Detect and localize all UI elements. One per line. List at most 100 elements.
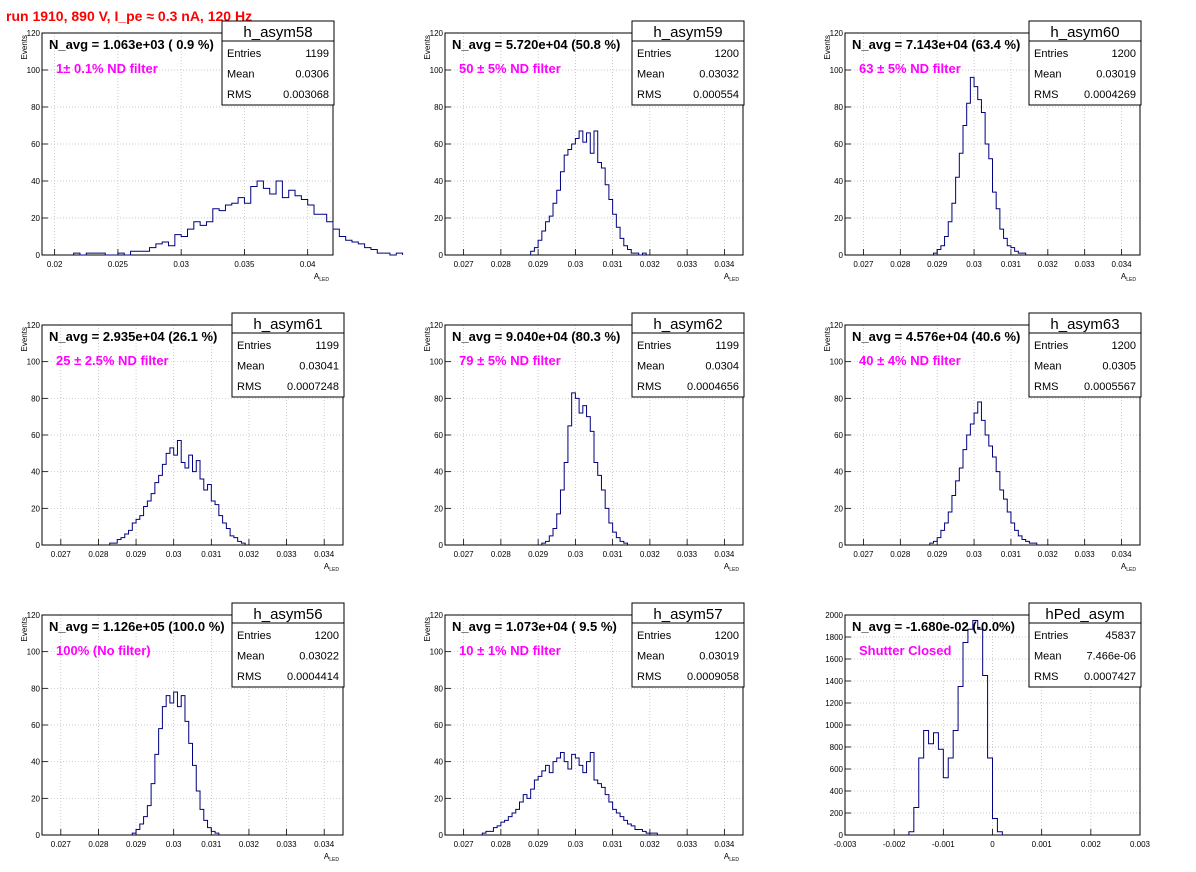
- stat-value: 0.000554: [693, 89, 739, 101]
- x-axis-label: ALED: [324, 852, 339, 863]
- x-tick-label: 0.027: [853, 550, 874, 559]
- filter-note: 50 ± 5% ND filter: [459, 61, 561, 76]
- stat-value: 1200: [715, 630, 739, 642]
- stat-label: Entries: [1034, 340, 1069, 352]
- y-tick-label: 80: [434, 684, 443, 693]
- stat-label: RMS: [237, 671, 261, 683]
- y-tick-label: 120: [430, 321, 444, 330]
- stats-box-frame: [1028, 312, 1142, 398]
- histogram-line: [131, 691, 220, 835]
- y-tick-label: 40: [834, 468, 843, 477]
- x-axis-label: ALED: [324, 562, 339, 573]
- x-tick-label: 0.002: [1081, 840, 1102, 849]
- x-tick-label: 0.033: [1075, 550, 1096, 559]
- y-tick-label: 0: [839, 831, 844, 840]
- y-axis-label: Events: [423, 617, 432, 641]
- histogram-name: h_asym60: [1050, 24, 1119, 41]
- x-tick-label: 0.032: [640, 260, 661, 269]
- x-tick-label: 0.03: [568, 840, 584, 849]
- x-tick-label: 0.04: [300, 260, 316, 269]
- x-tick-label: 0.033: [677, 550, 698, 559]
- stat-value: 0.0007248: [287, 381, 339, 393]
- y-tick-label: 120: [430, 611, 444, 620]
- navg-label: N_avg = -1.680e-02 (-0.0%): [852, 619, 1015, 634]
- stat-label: Mean: [237, 651, 265, 663]
- y-tick-label: 20: [834, 504, 843, 513]
- stat-label: RMS: [237, 381, 261, 393]
- stats-box: h_asym60 Entries 1200 Mean 0.03019 RMS 0.00042…: [1028, 20, 1142, 106]
- x-tick-label: -0.002: [883, 840, 906, 849]
- y-tick-label: 120: [27, 611, 41, 620]
- stat-label: RMS: [227, 89, 251, 101]
- y-tick-label: 0: [439, 541, 444, 550]
- y-tick-label: 80: [31, 684, 40, 693]
- stats-box: h_asym63 Entries 1200 Mean 0.0305 RMS 0.000556…: [1028, 312, 1142, 398]
- histogram-line: [530, 130, 647, 256]
- filter-note: 63 ± 5% ND filter: [859, 61, 961, 76]
- x-tick-label: 0.034: [314, 840, 335, 849]
- y-tick-label: 0: [36, 251, 41, 260]
- histogram-name: h_asym56: [253, 606, 322, 623]
- y-tick-label: 60: [434, 721, 443, 730]
- pad-h_asym61: 0.027 0.028 0.029 0.03 0.031 0.032 0.033 0.034 0…: [20, 312, 345, 573]
- y-tick-label: 20: [434, 504, 443, 513]
- stats-box-frame: [631, 602, 745, 688]
- y-tick-label: 1800: [825, 633, 843, 642]
- stats-box: h_asym59 Entries 1200 Mean 0.03032 RMS 0.00055…: [631, 20, 745, 106]
- x-tick-label: 0.031: [201, 550, 222, 559]
- histogram-name: h_asym59: [653, 24, 722, 41]
- y-tick-label: 60: [31, 721, 40, 730]
- y-tick-label: 120: [830, 321, 844, 330]
- pad-h_asym59: 0.027 0.028 0.029 0.03 0.031 0.032 0.033 0.034 0…: [423, 20, 745, 283]
- stat-label: Mean: [637, 69, 665, 81]
- x-tick-label: 0.027: [454, 550, 475, 559]
- navg-label: N_avg = 4.576e+04 (40.6 %): [852, 329, 1020, 344]
- pad-h_asym62: 0.027 0.028 0.029 0.03 0.031 0.032 0.033 0.034 0…: [423, 312, 745, 573]
- x-tick-label: 0.034: [1112, 260, 1133, 269]
- x-tick-label: 0.028: [491, 550, 512, 559]
- x-tick-label: 0.029: [927, 550, 948, 559]
- y-tick-label: 40: [434, 468, 443, 477]
- x-tick-label: 0.003: [1130, 840, 1151, 849]
- stats-box-frame: [1028, 20, 1142, 106]
- y-tick-label: 0: [36, 831, 41, 840]
- y-tick-label: 80: [31, 103, 40, 112]
- y-tick-label: 20: [31, 794, 40, 803]
- x-tick-label: -0.003: [834, 840, 857, 849]
- y-tick-label: 0: [36, 541, 41, 550]
- stat-value: 0.0009058: [687, 671, 739, 683]
- y-tick-label: 0: [839, 541, 844, 550]
- navg-label: N_avg = 5.720e+04 (50.8 %): [452, 37, 620, 52]
- x-axis-label: ALED: [314, 272, 329, 283]
- x-tick-label: 0.03: [568, 260, 584, 269]
- x-tick-label: 0.032: [640, 840, 661, 849]
- stat-label: Entries: [637, 48, 672, 60]
- filter-note: Shutter Closed: [859, 643, 952, 658]
- x-tick-label: 0.034: [714, 550, 735, 559]
- navg-label: N_avg = 9.040e+04 (80.3 %): [452, 329, 620, 344]
- stats-box: h_asym58 Entries 1199 Mean 0.0306 RMS 0.003068: [221, 20, 335, 106]
- stat-value: 0.0007427: [1084, 671, 1136, 683]
- stat-label: Entries: [237, 340, 272, 352]
- histogram-line: [929, 401, 1038, 545]
- x-tick-label: 0.03: [966, 550, 982, 559]
- y-tick-label: 40: [31, 758, 40, 767]
- stat-label: RMS: [1034, 671, 1058, 683]
- x-tick-label: 0.031: [201, 840, 222, 849]
- y-tick-label: 80: [434, 394, 443, 403]
- stat-value: 7.466e-06: [1086, 651, 1136, 663]
- stat-value: 0.0305: [1102, 361, 1136, 373]
- x-tick-label: -0.001: [932, 840, 955, 849]
- y-tick-label: 40: [31, 177, 40, 186]
- x-axis-label: ALED: [724, 562, 739, 573]
- x-tick-label: 0.027: [51, 840, 72, 849]
- x-tick-label: 0.02: [47, 260, 63, 269]
- filter-note: 25 ± 2.5% ND filter: [56, 353, 169, 368]
- stats-box-frame: [1028, 602, 1142, 688]
- y-tick-label: 80: [834, 103, 843, 112]
- stat-label: RMS: [637, 381, 661, 393]
- x-tick-label: 0.027: [454, 260, 475, 269]
- navg-label: N_avg = 7.143e+04 (63.4 %): [852, 37, 1020, 52]
- y-tick-label: 80: [31, 394, 40, 403]
